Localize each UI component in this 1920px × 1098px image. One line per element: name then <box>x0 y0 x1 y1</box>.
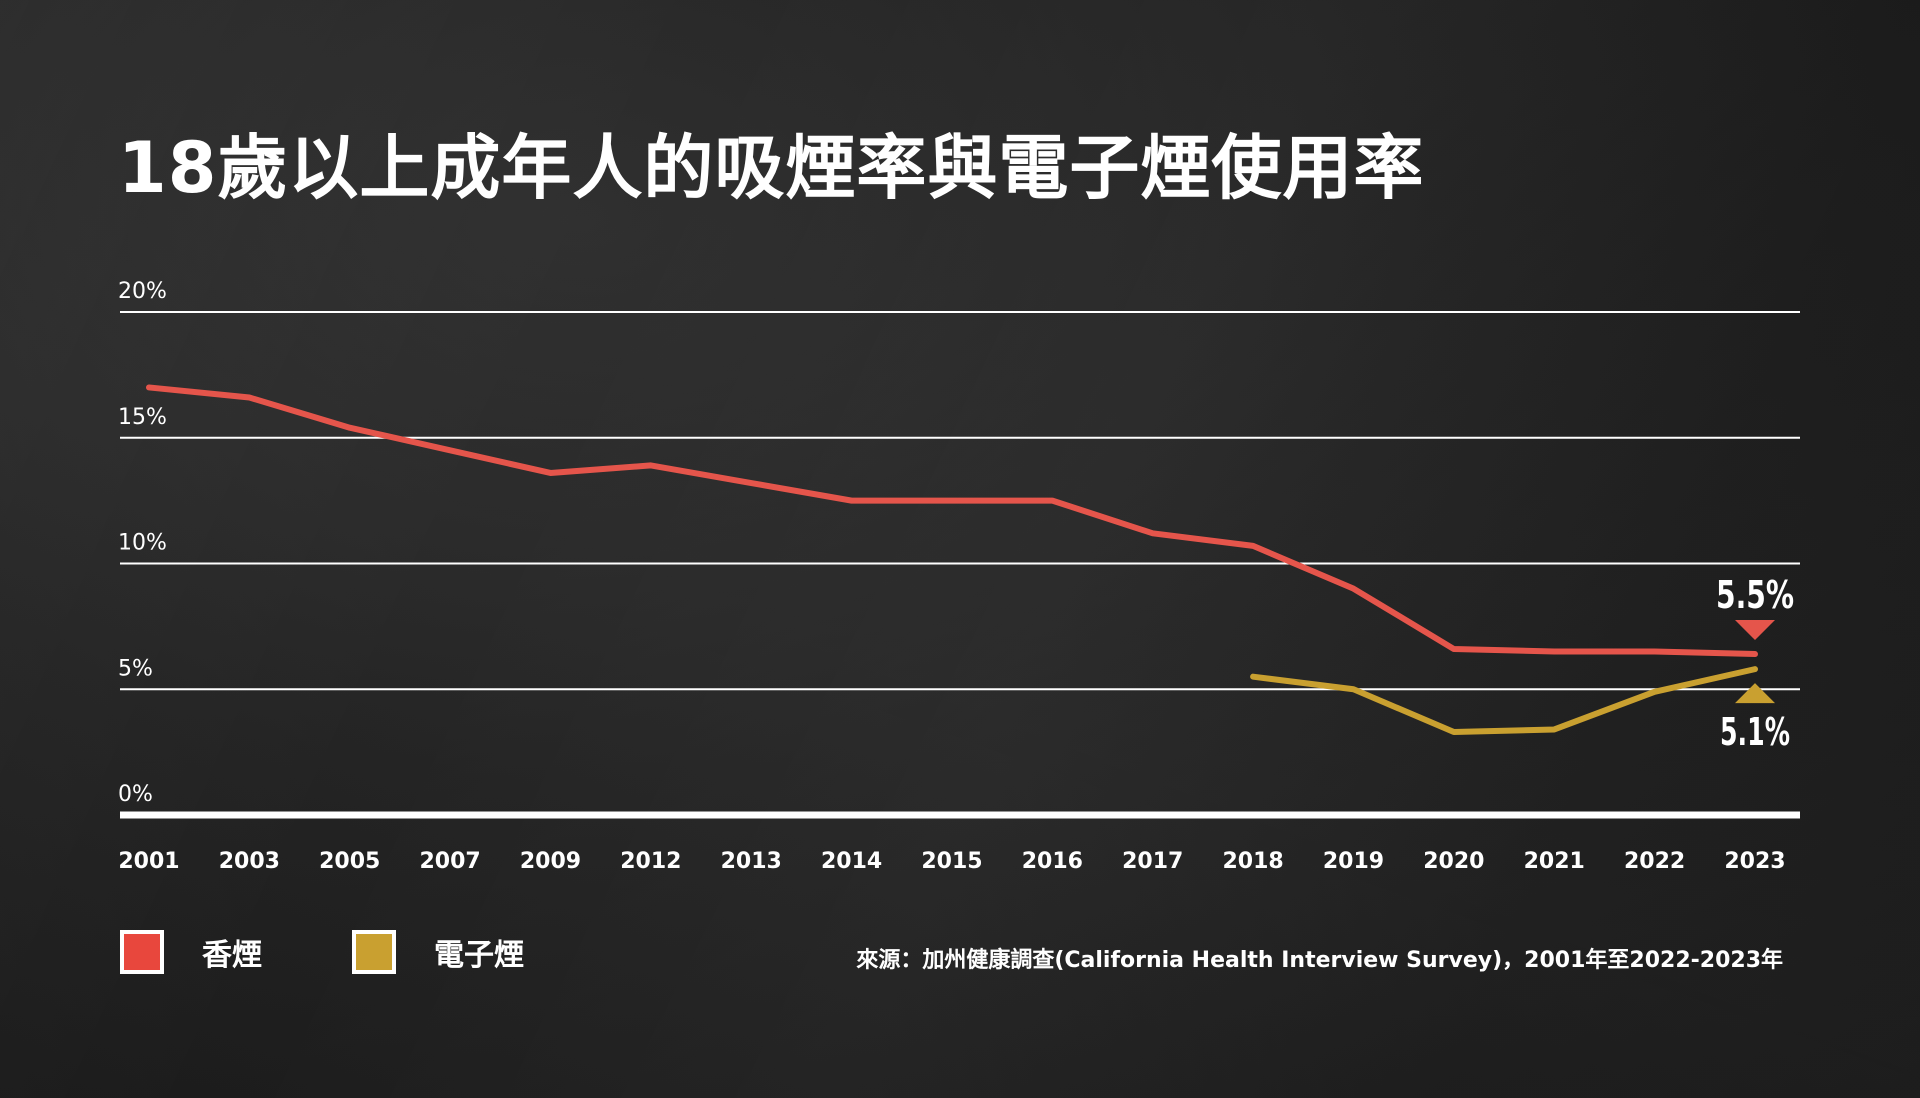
source-note: 來源：加州健康調查(California Health Interview Su… <box>856 948 1783 973</box>
x-tick-label: 2014 <box>821 849 882 874</box>
x-tick-label: 2016 <box>1022 849 1083 874</box>
x-tick-label: 2013 <box>721 849 782 874</box>
legend-swatch-cigarettes <box>120 930 164 974</box>
x-tick-label: 2009 <box>520 849 581 874</box>
end-label: 5.5% <box>1716 573 1794 617</box>
legend-label-cigarettes: 香煙 <box>202 938 262 973</box>
x-tick-label: 2015 <box>921 849 982 874</box>
x-tick-label: 2021 <box>1524 849 1585 874</box>
x-tick-label: 2003 <box>219 849 280 874</box>
chart-title: 18歲以上成年人的吸煙率與電子煙使用率 <box>118 127 1425 209</box>
legend-item-cigarettes: 香煙 <box>120 930 262 974</box>
end-label: 5.1% <box>1720 710 1790 754</box>
y-tick-label: 5% <box>118 656 153 681</box>
x-tick-label: 2007 <box>420 849 481 874</box>
y-tick-label: 15% <box>118 405 167 430</box>
x-tick-label: 2023 <box>1724 849 1785 874</box>
end-marker-down <box>1735 620 1775 641</box>
legend-label-ecigarettes: 電子煙 <box>434 938 524 973</box>
x-tick-label: 2001 <box>118 849 179 874</box>
x-tick-label: 2018 <box>1223 849 1284 874</box>
x-tick-label: 2020 <box>1423 849 1484 874</box>
series-line-1 <box>1250 666 1758 736</box>
x-tick-label: 2005 <box>319 849 380 874</box>
x-tick-label: 2022 <box>1624 849 1685 874</box>
series-line-0 <box>146 384 1758 658</box>
legend-swatch-ecigarettes <box>352 930 396 974</box>
y-tick-label: 0% <box>118 782 153 807</box>
y-tick-label: 20% <box>118 279 167 304</box>
x-tick-label: 2012 <box>620 849 681 874</box>
y-tick-label: 10% <box>118 531 167 556</box>
legend-item-ecigarettes: 電子煙 <box>352 930 524 974</box>
end-marker-up <box>1735 683 1775 704</box>
x-tick-label: 2019 <box>1323 849 1384 874</box>
x-tick-label: 2017 <box>1122 849 1183 874</box>
